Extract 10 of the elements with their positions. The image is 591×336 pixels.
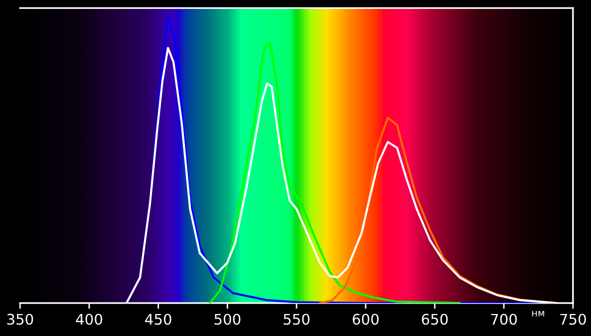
x-tick-label: 600 [352, 314, 379, 325]
x-tick-label: 500 [214, 314, 240, 325]
x-tick-label: 650 [422, 314, 448, 325]
x-tick-label: 450 [145, 314, 172, 325]
x-tick-label: 750 [560, 314, 586, 325]
x-tick-label: 400 [76, 314, 102, 325]
x-tick-label: 700 [491, 314, 517, 325]
x-tick-label: 350 [7, 314, 34, 325]
x-tick-label: 550 [284, 314, 310, 325]
x-axis-title: нм [532, 311, 544, 316]
